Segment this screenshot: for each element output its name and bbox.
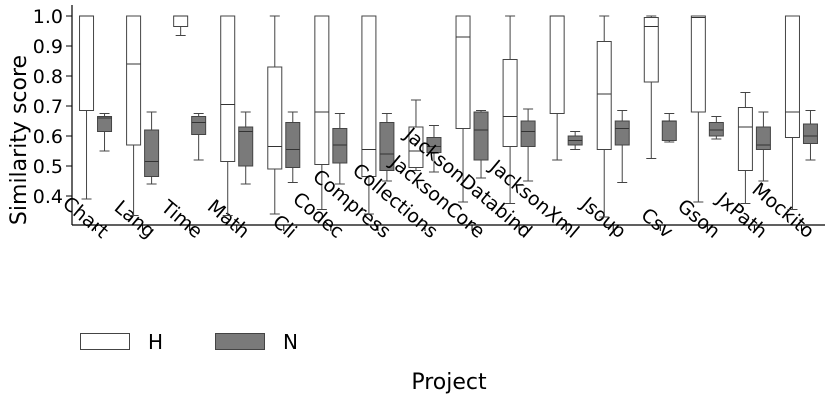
- y-tick-label: 0.7: [33, 96, 63, 118]
- box-n-codec-box: [332, 128, 348, 164]
- x-tick-label: Cli: [268, 211, 300, 243]
- box-h-jxpath-box: [737, 107, 753, 171]
- box-n-jxpath-box: [755, 126, 771, 150]
- y-tick-label: 0.6: [33, 126, 63, 148]
- x-tick-label: Math: [203, 195, 254, 242]
- x-tick-label: Time: [156, 195, 207, 242]
- box-h-jsoup-box: [596, 41, 612, 150]
- box-h-time-box: [173, 15, 189, 27]
- box-n-csv-box: [661, 120, 677, 141]
- x-tick-label: Lang: [110, 196, 160, 243]
- legend-swatch-n: [215, 333, 265, 350]
- x-tick-label: Csv: [637, 204, 678, 243]
- y-tick-label: 0.4: [33, 186, 63, 208]
- x-tick-label: Jsoup: [576, 192, 630, 242]
- y-axis-label: Similarity score: [7, 55, 32, 225]
- y-tick-label: 1.0: [33, 6, 63, 28]
- box-n-jsoup-box: [614, 120, 630, 146]
- box-n-math-box: [238, 126, 254, 167]
- box-n-gson-box: [708, 122, 724, 137]
- legend-label-h: H: [148, 330, 164, 354]
- box-n-chart-box: [97, 116, 113, 132]
- box-n-time-box: [191, 116, 207, 135]
- box-h-mockito-box: [784, 15, 800, 138]
- box-n-jacksoncore-box: [473, 111, 489, 161]
- box-h-chart-box: [79, 15, 95, 111]
- box-h-cli-box: [267, 66, 283, 170]
- box-n-collections-box: [426, 137, 442, 153]
- box-n-compress-box: [379, 122, 395, 171]
- box-h-jacksondatabind-box: [502, 59, 518, 147]
- box-n-lang-box: [144, 129, 160, 177]
- y-tick-label: 0.8: [33, 66, 63, 88]
- box-n-mockito-box: [802, 123, 818, 144]
- box-n-jacksondatabind-box: [520, 120, 536, 147]
- box-h-math-box: [220, 15, 236, 162]
- box-n-cli-box: [285, 122, 301, 168]
- legend-swatch-h: [80, 333, 130, 350]
- y-tick-label: 0.9: [33, 36, 63, 58]
- y-tick-label: 0.5: [33, 156, 63, 178]
- box-h-collections-box: [408, 126, 424, 168]
- box-h-codec-box: [314, 15, 330, 165]
- box-h-gson-box: [690, 15, 706, 113]
- box-h-csv-box: [643, 17, 659, 83]
- legend: H N: [80, 330, 370, 354]
- box-h-jacksonxml-box: [549, 15, 565, 114]
- box-h-compress-box: [361, 15, 377, 177]
- x-tick-label: Chart: [58, 192, 112, 242]
- box-h-lang-box: [126, 15, 142, 146]
- x-axis-label: Project: [411, 370, 487, 395]
- legend-label-n: N: [283, 330, 298, 354]
- box-h-jacksoncore-box: [455, 15, 471, 129]
